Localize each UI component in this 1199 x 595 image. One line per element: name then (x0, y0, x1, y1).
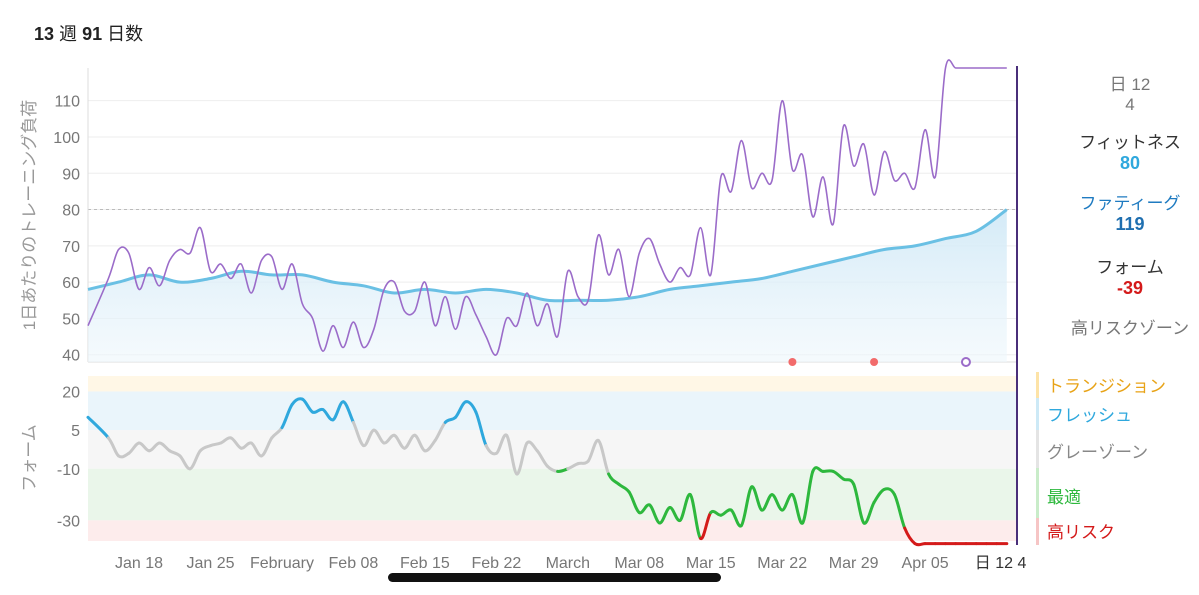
event-marker (788, 358, 797, 366)
y-tick-label: 70 (62, 239, 80, 256)
form-line-segment (280, 402, 294, 430)
zone-grey: グレーゾーン (1047, 443, 1149, 462)
y-tick-label: 110 (54, 94, 80, 111)
risk-zone-label: 高リスクゾーン (1070, 319, 1190, 338)
y-tick-label: -10 (57, 462, 80, 479)
x-tick-label: Apr 05 (902, 555, 949, 572)
x-tick-label: March (546, 555, 590, 572)
training-load-chart[interactable]: 40 50 60 70 80 90 100 110 1日あたりのトレーニング負荷 -30 -10 5 2… (0, 0, 1040, 595)
fatigue-value: 119 (1115, 214, 1145, 234)
form-line-segment (260, 436, 274, 458)
zone-fresh: フレッシュ (1047, 406, 1132, 425)
selected-date-line1: 日 12 (1109, 75, 1151, 94)
form-line-segment (842, 477, 856, 486)
fatigue-readout: ファティーグ 119 (1040, 189, 1199, 235)
zone-legend-bar (1036, 372, 1039, 398)
form-line-segment (474, 410, 488, 448)
selected-date: 日 12 4 (1040, 70, 1199, 115)
fitness-area (88, 209, 1007, 362)
zone-transition: トランジション (1047, 377, 1166, 396)
zone-legend-bar (1036, 518, 1039, 545)
fitness-label: フィットネス (1079, 133, 1181, 152)
form-label: フォーム (1096, 258, 1164, 277)
fatigue-label: ファティーグ (1079, 194, 1181, 213)
x-tick-label: Mar 29 (829, 555, 879, 572)
selected-date-line2: 4 (1125, 95, 1135, 114)
event-marker (960, 357, 971, 367)
y-tick-label: 100 (53, 130, 80, 147)
x-tick-label: Feb 08 (329, 555, 379, 572)
risk-zone-readout: 高リスクゾーン (1040, 314, 1199, 339)
form-zone-band (88, 376, 1017, 392)
y-tick-label: 50 (62, 311, 80, 328)
form-line-segment (86, 415, 110, 440)
fitness-line (87, 208, 1008, 303)
x-tick-label: Mar 22 (757, 555, 807, 572)
fatigue-line (87, 59, 1007, 356)
form-line-segment (801, 469, 815, 525)
form-zone-band (88, 430, 1017, 469)
zone-legend-bar (1036, 468, 1039, 518)
zone-optimal: 最適 (1047, 488, 1081, 507)
form-line-segment (882, 487, 896, 497)
x-tick-label: Mar 08 (614, 555, 664, 572)
days-unit: 日数 (107, 24, 144, 44)
x-tick-label: Feb 22 (471, 555, 521, 572)
period-summary: 13 週 91 日数 (34, 20, 143, 46)
form-line-segment (821, 469, 835, 473)
form-zone-band (88, 520, 1017, 541)
form-line-segment (505, 433, 519, 476)
form-line-segment (699, 511, 713, 540)
y-tick-label: 20 (62, 384, 80, 401)
form-zone-band (88, 468, 1017, 521)
y-tick-label: 80 (62, 203, 80, 220)
bottom-y-axis-label: フォーム (20, 424, 39, 492)
form-line-segment (862, 500, 876, 525)
form-line-segment (596, 439, 611, 476)
form-readout: フォーム -39 (1040, 253, 1199, 299)
home-indicator[interactable] (388, 573, 721, 582)
form-line-segment (913, 542, 927, 547)
zone-legend-bar (1036, 430, 1039, 468)
x-tick-label: Jan 25 (186, 555, 234, 572)
weeks-unit: 週 (59, 24, 78, 44)
form-line-segment (341, 400, 355, 424)
form-line-segment (464, 400, 478, 414)
y-tick-label: 90 (62, 166, 80, 183)
zone-high-risk: 高リスク (1047, 523, 1115, 542)
event-marker (870, 358, 879, 366)
form-value: -39 (1116, 278, 1143, 298)
x-tick-label: February (250, 555, 314, 572)
form-line-segment (852, 482, 866, 525)
form-line-segment (739, 485, 754, 527)
weeks-count: 13 (34, 24, 55, 44)
x-tick-label: Mar 15 (686, 555, 736, 572)
form-line-segment (893, 493, 907, 530)
y-tick-label: -30 (57, 513, 80, 530)
x-tick-label: Jan 18 (115, 555, 163, 572)
form-line-segment (688, 493, 702, 540)
fitness-readout: フィットネス 80 (1040, 128, 1199, 174)
x-tick-label: Feb 15 (400, 555, 450, 572)
y-tick-label: 5 (71, 423, 80, 440)
days-count: 91 (82, 24, 103, 44)
y-tick-label: 40 (62, 348, 80, 365)
x-tick-label: 日 12 4 (975, 555, 1027, 572)
y-tick-label: 60 (62, 275, 80, 292)
form-line-segment (515, 441, 529, 476)
form-zone-band (88, 391, 1017, 431)
zone-legend-bar (1036, 398, 1039, 430)
fitness-value: 80 (1119, 153, 1141, 173)
top-y-axis-label: 1日あたりのトレーニング負荷 (20, 100, 39, 330)
